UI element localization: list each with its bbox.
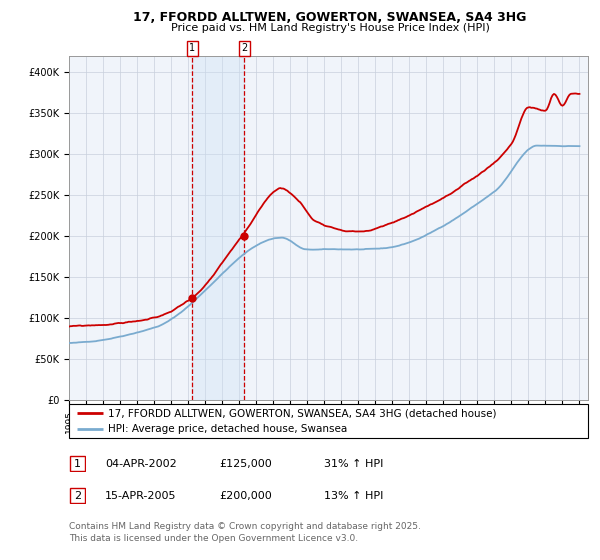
Text: Price paid vs. HM Land Registry's House Price Index (HPI): Price paid vs. HM Land Registry's House … — [170, 23, 490, 33]
Text: 13% ↑ HPI: 13% ↑ HPI — [324, 491, 383, 501]
Text: 2: 2 — [241, 43, 247, 53]
Text: Contains HM Land Registry data © Crown copyright and database right 2025.
This d: Contains HM Land Registry data © Crown c… — [69, 522, 421, 543]
Text: 15-APR-2005: 15-APR-2005 — [105, 491, 176, 501]
Text: 1: 1 — [74, 459, 81, 469]
Text: 2: 2 — [74, 491, 81, 501]
Text: £125,000: £125,000 — [219, 459, 272, 469]
Text: 17, FFORDD ALLTWEN, GOWERTON, SWANSEA, SA4 3HG: 17, FFORDD ALLTWEN, GOWERTON, SWANSEA, S… — [133, 11, 527, 25]
Text: HPI: Average price, detached house, Swansea: HPI: Average price, detached house, Swan… — [108, 424, 347, 434]
Bar — [193, 56, 244, 400]
Text: 04-APR-2002: 04-APR-2002 — [105, 459, 177, 469]
Text: 1: 1 — [190, 43, 196, 53]
Text: £200,000: £200,000 — [219, 491, 272, 501]
Text: 31% ↑ HPI: 31% ↑ HPI — [324, 459, 383, 469]
Text: 17, FFORDD ALLTWEN, GOWERTON, SWANSEA, SA4 3HG (detached house): 17, FFORDD ALLTWEN, GOWERTON, SWANSEA, S… — [108, 408, 496, 418]
